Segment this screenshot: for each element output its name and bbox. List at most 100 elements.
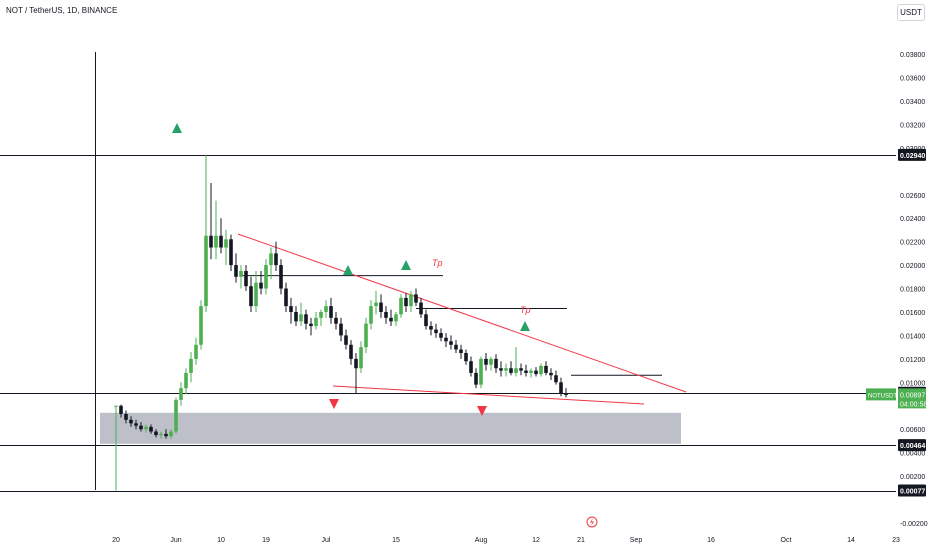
candle-body — [259, 282, 263, 289]
y-axis-tick-label: 0.01200 — [900, 357, 925, 364]
candle-body — [324, 306, 328, 312]
candle-body — [204, 235, 208, 307]
x-axis-tick-label: Aug — [475, 537, 488, 544]
y-axis-tick-label: 0.00200 — [900, 474, 925, 481]
candle-body — [219, 235, 223, 248]
candle-body — [544, 365, 548, 373]
candle-body — [339, 323, 343, 336]
candle-body — [269, 253, 273, 266]
arrow-down-icon — [477, 406, 487, 416]
candle-body — [119, 405, 123, 414]
candle-body — [124, 413, 128, 420]
y-axis-tick-label: 0.01400 — [900, 333, 925, 340]
candle-body — [539, 365, 543, 375]
candle-body — [144, 426, 148, 430]
x-axis-tick-label: 21 — [577, 537, 585, 544]
candle-body — [399, 297, 403, 315]
candle-body — [284, 288, 288, 307]
candle-body — [484, 358, 488, 365]
candle-body — [504, 368, 508, 371]
arrow-up-icon — [520, 321, 530, 331]
candle-body — [559, 382, 563, 395]
x-axis-tick-label: Jul — [322, 537, 331, 544]
candle-body — [424, 314, 428, 327]
tp-label: Tp — [520, 305, 531, 315]
candle-body — [439, 333, 443, 338]
candle-body — [379, 302, 383, 312]
candle-body — [524, 370, 528, 373]
y-axis-tick-label: 0.03200 — [900, 122, 925, 129]
x-axis-tick-label: 10 — [217, 537, 225, 544]
y-axis-tick-label: -0.00200 — [900, 521, 928, 528]
candle-body — [474, 372, 478, 385]
candle-body — [264, 265, 268, 289]
x-axis-tick-label: 14 — [847, 537, 855, 544]
price-level-label — [898, 439, 926, 452]
symbol-badge — [866, 388, 896, 401]
candle-body — [289, 306, 293, 312]
candle-body — [244, 270, 248, 287]
candle-body — [409, 294, 413, 307]
symbol-header: NOT / TetherUS, 1D, BINANCE — [6, 6, 118, 15]
lightning-icon — [590, 518, 594, 526]
candle-body — [299, 314, 303, 322]
candle-body — [254, 282, 258, 307]
x-axis-tick-label: 19 — [262, 537, 270, 544]
candle-body — [464, 353, 468, 362]
candle-body — [499, 368, 503, 371]
candle-body — [224, 239, 228, 248]
price-level-label — [898, 484, 926, 497]
price-level-label-text: 0.02940 — [900, 153, 925, 160]
last-price-label — [898, 388, 926, 409]
y-axis-tick-label: 0.00600 — [900, 427, 925, 434]
candle-body — [164, 433, 168, 437]
candle-body — [444, 337, 448, 342]
x-axis-tick-label: Sep — [630, 537, 643, 544]
event-icon[interactable] — [586, 516, 598, 528]
candle-body — [169, 431, 173, 437]
candle-body — [434, 329, 438, 334]
candle-body — [279, 265, 283, 289]
candle-body — [234, 265, 238, 277]
candle-body — [179, 388, 183, 400]
candle-body — [194, 344, 198, 359]
candle-body — [114, 405, 118, 407]
candle-body — [529, 370, 533, 373]
candle-body — [374, 302, 378, 307]
candle-body — [369, 306, 373, 324]
candle-body — [514, 368, 518, 373]
candle-body — [384, 311, 388, 318]
candle-body — [154, 431, 158, 436]
price-level-label-text: 0.00077 — [900, 489, 925, 496]
candle-body — [189, 358, 193, 373]
candle-body — [389, 317, 393, 322]
candle-body — [564, 394, 568, 396]
candle-body — [549, 372, 553, 376]
candle-body — [469, 361, 473, 373]
tp-label: Tp — [432, 258, 443, 268]
candle-body — [174, 399, 178, 432]
candle-body — [184, 372, 188, 389]
candle-body — [304, 314, 308, 324]
candle-body — [319, 311, 323, 318]
upper-trendline — [237, 233, 687, 393]
currency-button[interactable]: USDT — [897, 4, 925, 21]
candle-body — [454, 344, 458, 350]
candle-body — [249, 286, 253, 307]
candle-body — [159, 433, 163, 436]
candle-body — [214, 235, 218, 248]
y-axis-tick-label: 0.01800 — [900, 287, 925, 294]
y-axis-tick-label: 0.02000 — [900, 263, 925, 270]
candle-body — [534, 370, 538, 375]
price-level-label — [898, 148, 926, 161]
x-axis-tick-label: 20 — [112, 537, 120, 544]
x-axis-tick-label: 23 — [892, 537, 900, 544]
candle-body — [394, 314, 398, 322]
candle-body — [209, 235, 213, 248]
candle-body — [494, 358, 498, 369]
y-axis-tick-label: 0.02600 — [900, 193, 925, 200]
candle-body — [274, 253, 278, 266]
arrow-up-icon — [401, 260, 411, 270]
candle-body — [359, 347, 363, 369]
